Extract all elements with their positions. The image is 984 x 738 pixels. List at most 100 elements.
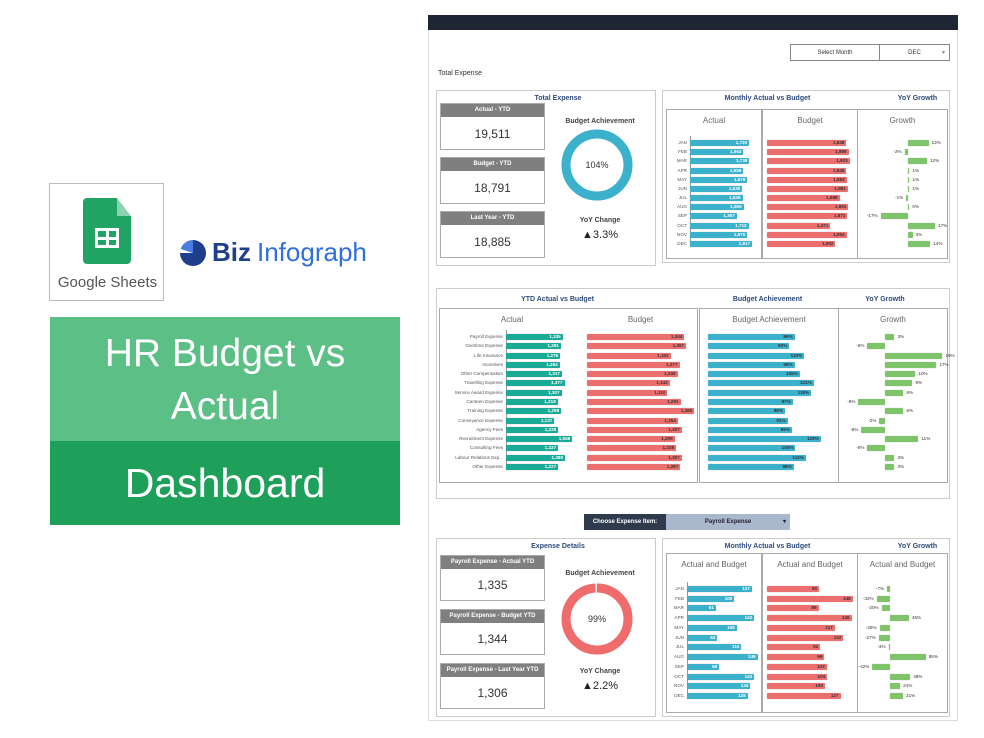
- bar-value: 1,307: [668, 454, 680, 460]
- bar-value: 103: [816, 663, 825, 669]
- bar-row: Other Expense 1,227: [440, 464, 584, 470]
- growth-row: 6%: [839, 408, 947, 415]
- bar-row: 104: [763, 673, 857, 680]
- title-line-1: HR Budget vs: [104, 332, 346, 375]
- bar-row: JAN 137: [667, 586, 761, 592]
- bar-value: 68: [712, 663, 718, 669]
- bar-value: 1,688: [826, 195, 838, 201]
- bar: [506, 334, 563, 340]
- bar-row: JUL 115: [667, 644, 761, 651]
- bar: [690, 149, 744, 156]
- bar-row: SEP 1,367: [667, 213, 761, 220]
- category-label: SEP: [677, 213, 687, 219]
- bar-row: 112%: [700, 454, 838, 461]
- bar-value: 148: [843, 595, 851, 601]
- bar: [506, 343, 561, 350]
- bar: [690, 241, 753, 247]
- growth-bar: [879, 417, 886, 424]
- section-title: Total Expense: [438, 70, 482, 77]
- category-label: Other Compensation: [460, 371, 503, 377]
- growth-row: 13%: [858, 140, 947, 146]
- growth-row: -6%: [839, 343, 947, 350]
- growth-row: -25%: [858, 624, 947, 631]
- growth-value: 1%: [912, 185, 920, 191]
- bar-row: Labour Relations Exp... 1,389: [440, 454, 584, 461]
- monthly-budget-chart: Budget 1,848 1,898 1,923 1,848 1,854 1,881 1,68…: [762, 109, 858, 259]
- growth-row: 17%: [858, 222, 947, 229]
- growth-bar: [890, 673, 911, 680]
- category-label: JUN: [675, 634, 684, 640]
- bar-value: 1,559: [729, 167, 742, 173]
- category-label: OCT: [674, 673, 684, 679]
- bar-value: 1,854: [833, 231, 845, 237]
- growth-row: -6%: [839, 445, 947, 452]
- kpi-label: Payroll Expense - Actual YTD: [441, 556, 544, 569]
- panel-header: Budget Achievement: [732, 315, 806, 324]
- bar: [767, 213, 848, 220]
- bar-row: Recruitment Expense 1,558: [440, 436, 584, 443]
- growth-value: -9%: [847, 399, 856, 404]
- bar-value: 142: [744, 615, 753, 621]
- category-label: FEB: [678, 149, 687, 155]
- bar: [506, 371, 562, 378]
- bar: [687, 615, 755, 622]
- bar-value: 1,898: [835, 149, 847, 155]
- budget-achievement-donut: [561, 129, 633, 201]
- growth-value: -32%: [862, 595, 874, 601]
- growth-bar: [858, 399, 886, 405]
- growth-value: -6%: [856, 445, 865, 451]
- kpi-value: 1,335: [477, 578, 508, 592]
- kpi-card: Payroll Expense - Last Year YTD 1,306: [440, 663, 545, 709]
- category-label: Agency Fees: [476, 426, 503, 432]
- bar: [767, 615, 852, 622]
- bar: [708, 454, 806, 461]
- category-label: Canteen Expense: [466, 399, 503, 404]
- bar: [708, 408, 785, 415]
- growth-value: 13%: [931, 140, 941, 145]
- bar-row: 1,142: [584, 380, 697, 387]
- title-line-2: Actual: [170, 385, 280, 428]
- bar: [687, 663, 720, 670]
- select-month-dropdown[interactable]: DEC ▾: [879, 44, 950, 61]
- growth-bar: [907, 176, 910, 183]
- bar-row: 1,291: [584, 399, 697, 405]
- bar: [708, 436, 821, 443]
- bar-value: 98%: [782, 464, 792, 469]
- growth-bar: [885, 389, 904, 396]
- bar: [767, 231, 847, 238]
- bar-row: 1,848: [763, 167, 857, 174]
- bar: [690, 185, 743, 192]
- bar: [767, 222, 831, 229]
- choose-expense-dropdown[interactable]: Payroll Expense ▾: [666, 514, 790, 530]
- bar-value: 91%: [776, 417, 786, 423]
- kpi-value: 19,511: [474, 127, 511, 141]
- yoy-growth-title: YoY Growth: [897, 95, 938, 102]
- category-label: MAY: [674, 624, 684, 630]
- bar-row: 1,480: [584, 408, 697, 415]
- ytd-budget-chart: Budget 1,344 1,367 1,152 1,277 1,249 1,142 1,11…: [584, 308, 698, 483]
- bar: [690, 167, 744, 174]
- bar-value: 1,209: [661, 436, 673, 442]
- bar-row: JUL 1,536: [667, 195, 761, 202]
- growth-bar: [885, 380, 913, 387]
- bar-value: 110%: [790, 352, 803, 358]
- subtitle-banner: Dashboard: [50, 441, 400, 525]
- bar-value: 127: [830, 693, 839, 698]
- bar-value: 97%: [781, 399, 791, 404]
- growth-value: 6%: [906, 389, 914, 395]
- google-sheets-logo: Google Sheets: [49, 183, 164, 301]
- ytd-growth-title: YoY Growth: [865, 296, 905, 303]
- bar-value: 1,923: [836, 158, 848, 164]
- growth-bar: [867, 343, 886, 350]
- bar: [687, 605, 716, 612]
- bar-value: 88%: [773, 408, 783, 414]
- item-yoy-label: YoY Change: [579, 668, 621, 675]
- growth-value: 3%: [897, 334, 905, 339]
- bar-value: 1,738: [735, 158, 748, 164]
- category-label: Consulting Fees: [469, 445, 503, 451]
- bar-row: 1,254: [584, 417, 697, 424]
- bar: [506, 389, 562, 396]
- growth-row: -20%: [858, 605, 947, 612]
- panel-header: Actual: [500, 315, 524, 324]
- growth-value: 3%: [915, 231, 923, 237]
